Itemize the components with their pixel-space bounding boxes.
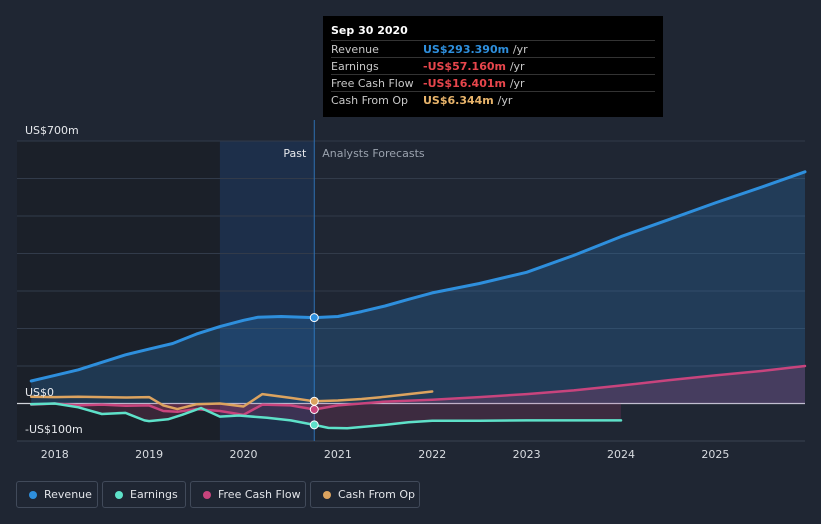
highlight-dot-revenue bbox=[309, 313, 319, 323]
tooltip-value: US$6.344m /yr bbox=[423, 94, 513, 107]
area-revenue bbox=[31, 171, 805, 404]
legend-label: Revenue bbox=[44, 488, 92, 501]
series-line-earnings bbox=[29, 402, 623, 430]
tooltip-label: Earnings bbox=[331, 60, 379, 73]
tooltip-row-free-cash-flow: Free Cash Flow -US$16.401m /yr bbox=[331, 74, 655, 92]
legend-free-cash-flow[interactable]: Free Cash Flow bbox=[190, 481, 306, 508]
legend-cash-from-op[interactable]: Cash From Op bbox=[310, 481, 420, 508]
tooltip-label: Revenue bbox=[331, 43, 379, 56]
forecast-label: Analysts Forecasts bbox=[322, 147, 425, 160]
legend-label: Earnings bbox=[130, 488, 178, 501]
highlight-dot-cash-from-op bbox=[309, 396, 319, 406]
highlight-dot-earnings bbox=[309, 420, 319, 430]
tooltip-label: Free Cash Flow bbox=[331, 77, 414, 90]
tooltip-date: Sep 30 2020 bbox=[331, 24, 408, 37]
legend-label: Cash From Op bbox=[338, 488, 416, 501]
legend-revenue[interactable]: Revenue bbox=[16, 481, 98, 508]
tooltip-value: -US$57.160m /yr bbox=[423, 60, 525, 73]
x-tick-label: 2021 bbox=[324, 448, 352, 461]
tooltip-label: Cash From Op bbox=[331, 94, 409, 107]
legend-dot-icon bbox=[29, 491, 37, 499]
series-line-free-cash-flow bbox=[29, 364, 807, 417]
highlight-dot-free-cash-flow bbox=[309, 405, 319, 414]
tooltip-row-earnings: Earnings -US$57.160m /yr bbox=[331, 57, 655, 75]
y-tick-label: US$0 bbox=[25, 386, 54, 399]
y-tick-label: US$700m bbox=[25, 124, 79, 137]
x-tick-label: 2022 bbox=[418, 448, 446, 461]
legend-label: Free Cash Flow bbox=[218, 488, 301, 501]
x-tick-label: 2023 bbox=[513, 448, 541, 461]
past-label: Past bbox=[283, 147, 307, 160]
x-tick-label: 2024 bbox=[607, 448, 635, 461]
tooltip-value: US$293.390m /yr bbox=[423, 43, 528, 56]
area-free-cash-flow bbox=[31, 366, 805, 415]
series-line-revenue bbox=[29, 170, 807, 383]
tooltip-value: -US$16.401m /yr bbox=[423, 77, 525, 90]
legend-dot-icon bbox=[203, 491, 211, 499]
tooltip: Sep 30 2020 Revenue US$293.390m /yr Earn… bbox=[323, 16, 663, 117]
legend-dot-icon bbox=[323, 491, 331, 499]
x-tick-label: 2018 bbox=[41, 448, 69, 461]
x-tick-label: 2019 bbox=[135, 448, 163, 461]
legend-earnings[interactable]: Earnings bbox=[102, 481, 186, 508]
x-tick-label: 2020 bbox=[229, 448, 257, 461]
tooltip-row-revenue: Revenue US$293.390m /yr bbox=[331, 40, 655, 58]
legend-dot-icon bbox=[115, 491, 123, 499]
series-line-cash-from-op bbox=[29, 390, 434, 411]
x-tick-label: 2025 bbox=[701, 448, 729, 461]
y-tick-label: -US$100m bbox=[25, 423, 83, 436]
tooltip-row-cash-from-op: Cash From Op US$6.344m /yr bbox=[331, 91, 655, 109]
